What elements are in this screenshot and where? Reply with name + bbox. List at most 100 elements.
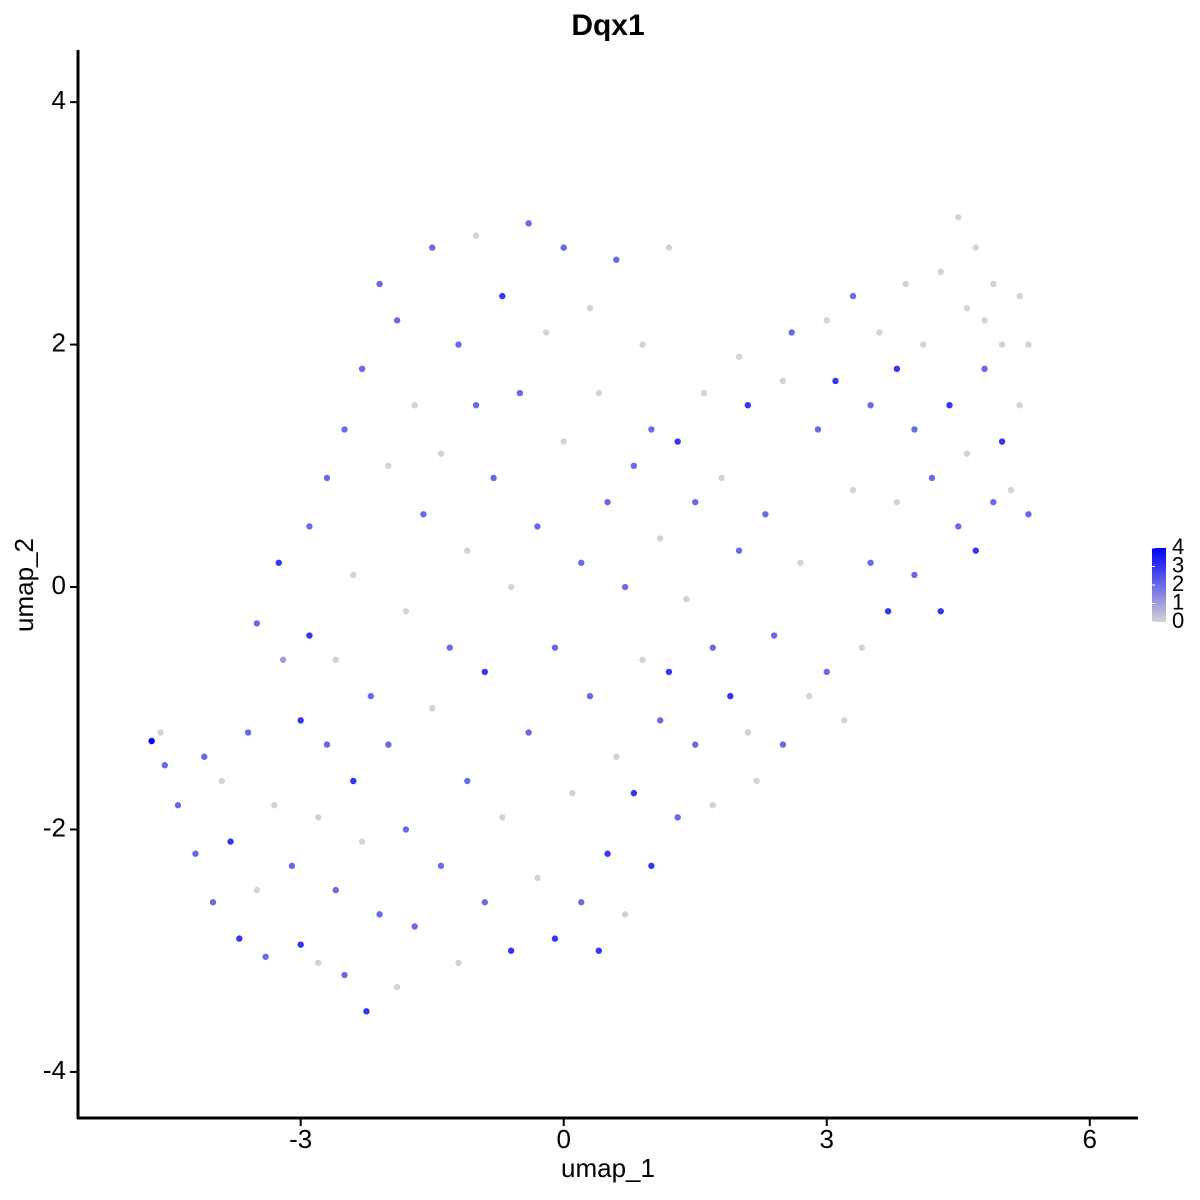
point [683,595,690,603]
point [709,644,716,651]
point [358,365,366,373]
point [893,365,901,373]
colorbar-label: 0 [1172,608,1184,633]
point [236,935,243,942]
point [692,498,699,506]
y-tick-label: 0 [52,570,66,600]
y-tick-label: -2 [43,812,66,842]
point [998,438,1006,445]
point [411,923,418,930]
point [446,644,453,651]
point [306,523,313,530]
point [481,899,489,906]
point [955,523,962,530]
point [429,244,436,251]
x-tick-label: 6 [1083,1124,1097,1154]
point [578,559,585,566]
point [648,862,655,870]
point [209,899,217,906]
point [692,741,699,748]
point [297,717,304,724]
point [613,256,620,263]
point [157,729,164,736]
point [437,862,445,870]
point [534,523,541,530]
point [674,438,681,445]
point [358,838,366,845]
point [823,668,830,676]
point [981,365,988,373]
point [937,268,944,276]
point [586,692,594,700]
point [814,426,822,433]
point [315,959,322,967]
point [604,850,611,857]
colorbar-label: 3 [1172,552,1184,577]
point [429,705,436,712]
point [867,559,874,566]
point [227,838,234,845]
point [367,692,375,700]
colorbar-label: 1 [1172,589,1184,614]
point [385,741,392,748]
point [437,450,445,457]
point [534,874,541,882]
point [998,341,1006,348]
point [613,753,620,760]
point [990,280,997,288]
colorbar-label: 4 [1172,534,1184,559]
point [595,947,602,954]
point [841,717,848,724]
y-tick-label: 2 [52,327,66,357]
point [630,789,638,797]
point [972,547,979,554]
point [867,401,874,409]
point [411,401,418,409]
point [161,762,168,769]
point [551,644,559,651]
point [288,862,296,870]
colorbar [1152,548,1166,622]
point [306,632,313,639]
point [823,317,830,324]
point [464,547,471,554]
point [981,317,988,324]
point [744,729,752,736]
point [946,401,953,409]
point [201,753,208,760]
point [376,280,383,288]
point [639,341,646,348]
point [297,941,304,948]
point [253,886,261,894]
point [718,474,725,482]
point [569,789,576,797]
point [972,244,979,251]
point [218,777,225,785]
point [963,450,971,457]
point [876,329,883,336]
point [1025,341,1032,348]
point [779,741,787,748]
point [507,583,515,591]
point [788,329,795,336]
point [884,608,892,615]
point [472,401,480,409]
point [955,214,962,221]
y-tick-label: -4 [43,1055,66,1085]
point [402,608,410,615]
point [516,389,524,397]
point [578,899,585,906]
point [963,305,971,312]
point [279,656,287,663]
point [393,983,401,991]
point [1025,511,1032,518]
point [490,474,497,482]
chart-title: Dqx1 [571,9,644,42]
point [332,886,339,894]
colorbar-label: 2 [1172,571,1184,596]
point [621,911,629,918]
point [499,292,506,300]
point [244,729,252,736]
point [639,656,646,663]
point [525,220,532,227]
